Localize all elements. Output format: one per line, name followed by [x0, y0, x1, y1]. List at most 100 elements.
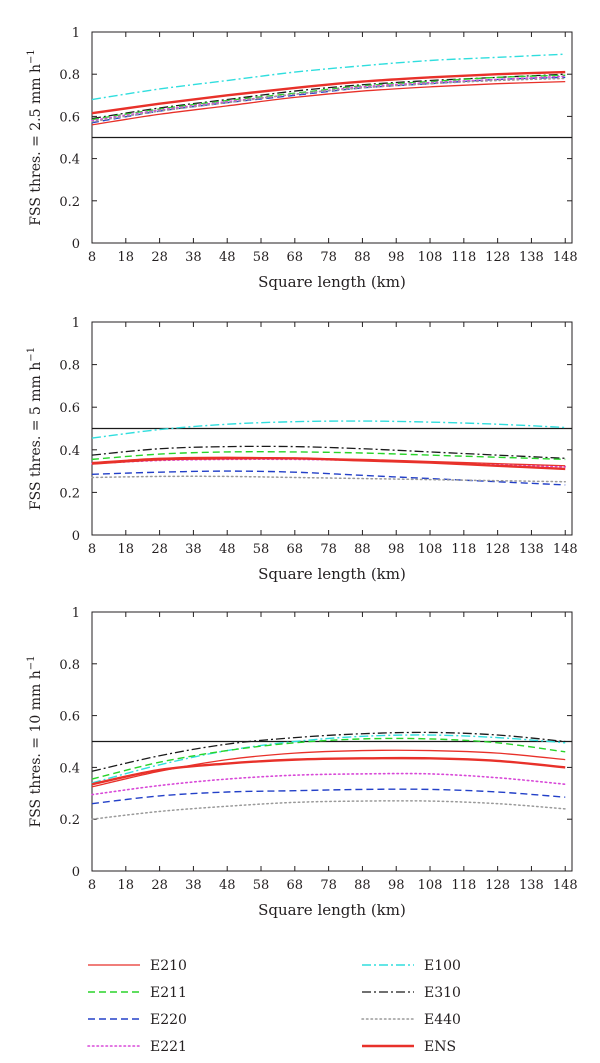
y-axis-label-unit-exponent: −1: [26, 49, 37, 64]
x-tick-label: 108: [418, 542, 443, 557]
series-line-ens: [91, 756, 566, 786]
y-tick-label: 0.2: [59, 813, 80, 828]
x-tick-label: 78: [320, 250, 337, 265]
y-tick-label: 0: [72, 529, 80, 544]
x-tick-label: 38: [185, 878, 202, 893]
series-line-e210: [91, 80, 566, 126]
x-tick-label: 68: [287, 542, 304, 557]
series-line-e310: [91, 73, 566, 120]
x-tick-label: 78: [320, 878, 337, 893]
x-tick-label: 118: [451, 542, 476, 557]
x-tick-label: 68: [287, 250, 304, 265]
x-tick-label: 28: [151, 250, 168, 265]
y-axis-label-main: FSS thres. = 5 mm h: [28, 362, 44, 510]
y-tick-label: 0: [72, 865, 80, 880]
x-tick-label: 128: [485, 878, 510, 893]
y-axis-label-main: FSS thres. = 2.5 mm h: [28, 64, 44, 226]
fss-panel-3: 8 18 28 38 48 58 68 78 88 98 108 118 128 138 148 0 0.2 0.…: [26, 606, 578, 919]
legend: E210 E211 E220 E221 E100 E310 E440 ENS: [87, 958, 461, 1055]
y-tick-label: 0.2: [59, 195, 80, 210]
x-tick-label: 148: [553, 542, 578, 557]
x-tick-label: 128: [485, 542, 510, 557]
x-tick-label: 28: [151, 878, 168, 893]
x-axis-label: Square length (km): [258, 901, 406, 919]
x-tick-label: 98: [388, 250, 405, 265]
y-tick-label: 0.6: [59, 401, 80, 416]
y-tick-label: 0.6: [59, 710, 80, 725]
x-tick-label: 148: [553, 250, 578, 265]
x-tick-label: 18: [118, 878, 135, 893]
x-tick-label: 108: [418, 250, 443, 265]
y-tick-label: 0.2: [59, 486, 80, 501]
series-line-e220: [91, 788, 566, 805]
y-axis-label-unit-exponent: −1: [26, 347, 37, 362]
x-tick-label: 38: [185, 542, 202, 557]
series-line-e100: [91, 734, 566, 784]
x-tick-label: 48: [219, 250, 236, 265]
x-tick-label: 88: [354, 878, 371, 893]
y-axis-label: FSS thres. = 5 mm h−1: [26, 347, 44, 510]
legend-label-e310: E310: [424, 985, 461, 1001]
legend-label-e221: E221: [150, 1039, 187, 1055]
x-tick-label: 58: [253, 542, 270, 557]
series-line-e440: [91, 475, 566, 483]
x-tick-label: 8: [88, 878, 96, 893]
x-tick-label: 8: [88, 250, 96, 265]
x-tick-label: 128: [485, 250, 510, 265]
y-tick-label: 1: [72, 606, 80, 621]
x-tick-label: 38: [185, 250, 202, 265]
series-line-ens: [91, 70, 566, 115]
y-tick-label: 0.8: [59, 68, 80, 83]
x-tick-label: 98: [388, 542, 405, 557]
legend-label-e210: E210: [150, 958, 187, 974]
x-tick-label: 78: [320, 542, 337, 557]
series-line-e211: [91, 74, 566, 121]
series-line-ens: [91, 456, 566, 471]
x-tick-label: 58: [253, 250, 270, 265]
y-tick-label: 1: [72, 26, 80, 41]
y-tick-label: 1: [72, 316, 80, 331]
y-tick-label: 0.4: [59, 153, 80, 168]
y-tick-label: 0.4: [59, 444, 80, 459]
x-tick-label: 28: [151, 542, 168, 557]
y-axis-label-unit-exponent: −1: [26, 655, 37, 670]
x-tick-label: 58: [253, 878, 270, 893]
x-tick-label: 48: [219, 878, 236, 893]
legend-label-e220: E220: [150, 1012, 187, 1028]
series-line-e211: [91, 451, 566, 461]
x-tick-label: 18: [118, 542, 135, 557]
x-tick-label: 118: [451, 250, 476, 265]
x-tick-label: 18: [118, 250, 135, 265]
y-tick-label: 0.8: [59, 658, 80, 673]
x-tick-label: 138: [519, 250, 544, 265]
y-axis-label: FSS thres. = 2.5 mm h−1: [26, 49, 44, 225]
series-line-e440: [91, 800, 566, 820]
x-tick-label: 68: [287, 878, 304, 893]
x-tick-label: 98: [388, 878, 405, 893]
y-tick-label: 0: [72, 237, 80, 252]
x-tick-label: 108: [418, 878, 443, 893]
y-tick-label: 0.4: [59, 761, 80, 776]
series-line-e310: [91, 445, 566, 459]
series-line-e220: [91, 470, 566, 486]
x-tick-label: 118: [451, 878, 476, 893]
legend-label-e440: E440: [424, 1012, 461, 1028]
x-tick-label: 138: [519, 542, 544, 557]
x-tick-label: 8: [88, 542, 96, 557]
series-line-e221: [91, 772, 567, 796]
fss-panel-1: 8 18 28 38 48 58 68 78 88 98 108 118 128 138 148 0 0.2 0.…: [26, 26, 578, 291]
legend-label-e211: E211: [150, 985, 187, 1001]
x-tick-label: 88: [354, 250, 371, 265]
y-axis-label: FSS thres. = 10 mm h−1: [26, 655, 44, 827]
legend-label-e100: E100: [424, 958, 461, 974]
x-axis-label: Square length (km): [258, 565, 406, 583]
y-axis-label-main: FSS thres. = 10 mm h: [28, 670, 44, 827]
y-tick-label: 0.8: [59, 359, 80, 374]
x-tick-label: 148: [553, 878, 578, 893]
series-line-e440: [91, 77, 566, 123]
series-line-e310: [91, 731, 566, 772]
y-tick-label: 0.6: [59, 110, 80, 125]
series-line-e100: [91, 53, 566, 101]
fss-panel-2: 8 18 28 38 48 58 68 78 88 98 108 118 128 138 148 0 0.2 0.…: [26, 316, 578, 583]
